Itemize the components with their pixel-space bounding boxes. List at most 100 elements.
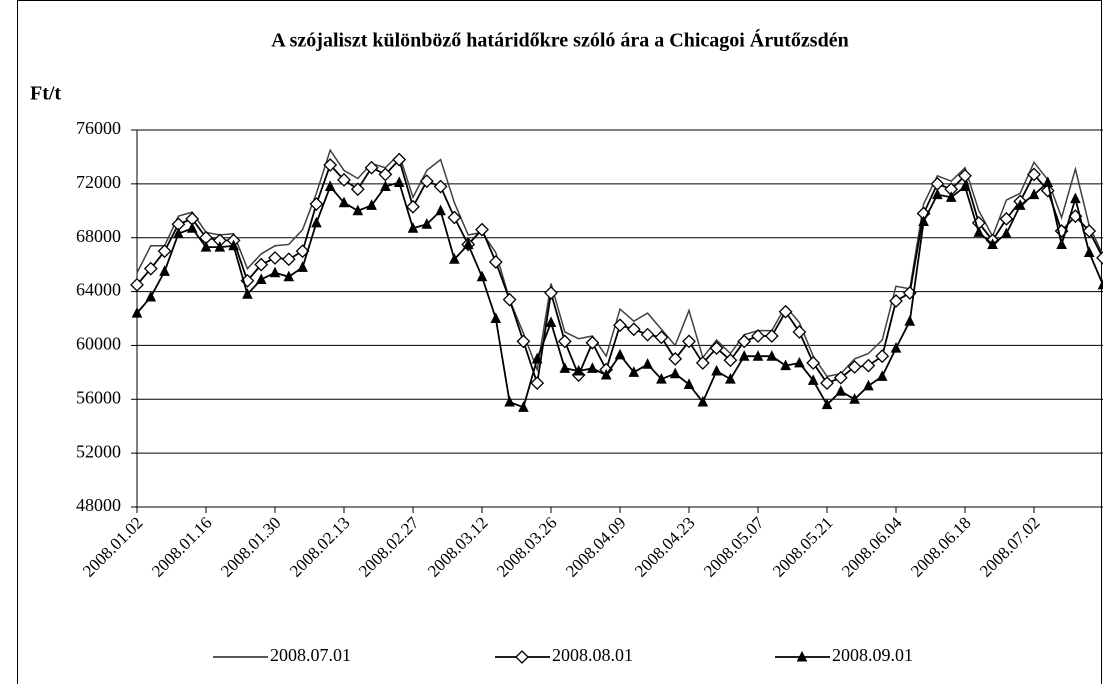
diamond-marker bbox=[1096, 250, 1103, 265]
triangle-marker bbox=[1042, 176, 1054, 188]
y-tick-label: 60000 bbox=[76, 334, 121, 354]
series-line bbox=[136, 148, 1103, 378]
triangle-marker bbox=[821, 398, 833, 410]
diamond-marker bbox=[281, 252, 296, 267]
triangle-marker bbox=[863, 379, 874, 391]
diamond-marker bbox=[723, 353, 738, 368]
triangle-marker bbox=[766, 350, 778, 361]
diamond-marker bbox=[709, 341, 724, 356]
triangle-marker bbox=[1070, 192, 1081, 204]
triangle-marker bbox=[1001, 227, 1012, 239]
triangle-marker bbox=[628, 366, 640, 377]
triangle-marker bbox=[407, 222, 419, 233]
y-tick-label: 64000 bbox=[76, 280, 121, 300]
triangle-marker bbox=[283, 270, 295, 282]
triangle-marker bbox=[476, 270, 488, 282]
triangle-marker bbox=[559, 362, 571, 373]
triangle-marker bbox=[904, 315, 916, 326]
diamond-marker bbox=[806, 356, 821, 370]
triangle-marker bbox=[242, 288, 253, 299]
triangle-marker bbox=[531, 352, 543, 364]
triangle-marker bbox=[490, 312, 502, 323]
diamond-marker bbox=[433, 179, 448, 194]
triangle-marker bbox=[683, 378, 695, 389]
triangle-marker bbox=[518, 401, 529, 412]
triangle-marker bbox=[214, 241, 226, 252]
legend-label: 2008.07.01 bbox=[270, 645, 351, 665]
diamond-marker bbox=[751, 329, 765, 343]
diamond-marker bbox=[530, 376, 545, 391]
triangle-marker bbox=[807, 374, 819, 385]
triangle-marker bbox=[752, 350, 764, 361]
triangle-marker bbox=[835, 385, 847, 396]
y-tick-label: 68000 bbox=[76, 226, 121, 246]
diamond-marker bbox=[585, 335, 600, 350]
diamond-marker bbox=[833, 370, 848, 385]
triangle-marker bbox=[324, 180, 336, 192]
diamond-marker bbox=[350, 182, 365, 197]
diamond-marker bbox=[557, 334, 572, 349]
diamond-marker bbox=[392, 152, 407, 167]
diamond-marker bbox=[337, 172, 351, 187]
triangle-marker bbox=[131, 306, 143, 318]
triangle-marker bbox=[973, 226, 985, 237]
triangle-marker bbox=[1028, 188, 1040, 200]
diamond-marker bbox=[502, 292, 517, 307]
diamond-marker bbox=[847, 360, 862, 374]
triangle-marker bbox=[587, 362, 598, 373]
triangle-marker bbox=[504, 395, 515, 407]
diamond-marker bbox=[737, 334, 752, 349]
triangle-marker bbox=[297, 261, 308, 272]
legend-label: 2008.09.01 bbox=[832, 645, 913, 665]
triangle-marker bbox=[642, 358, 653, 369]
diamond-marker bbox=[778, 304, 793, 319]
y-tick-label: 56000 bbox=[76, 387, 121, 407]
y-tick-label: 48000 bbox=[76, 495, 121, 515]
triangle-marker bbox=[890, 342, 902, 353]
diamond-marker bbox=[516, 334, 531, 349]
diamond-marker bbox=[695, 356, 710, 370]
diamond-marker bbox=[406, 199, 420, 214]
triangle-marker bbox=[186, 222, 198, 233]
triangle-marker bbox=[269, 266, 281, 278]
diamond-marker bbox=[875, 349, 890, 364]
legend-label: 2008.08.01 bbox=[552, 645, 633, 665]
diamond-marker bbox=[613, 318, 627, 333]
triangle-marker bbox=[656, 372, 667, 384]
triangle-marker bbox=[145, 290, 157, 302]
y-tick-label: 76000 bbox=[76, 118, 121, 138]
triangle-marker bbox=[173, 227, 184, 239]
diamond-marker bbox=[488, 255, 503, 269]
diamond-marker bbox=[889, 294, 903, 308]
diamond-marker bbox=[364, 160, 379, 175]
triangle-marker bbox=[987, 238, 998, 249]
y-tick-label: 52000 bbox=[76, 441, 121, 461]
triangle-marker bbox=[1056, 238, 1067, 249]
triangle-marker bbox=[932, 188, 943, 200]
legend-marker bbox=[796, 650, 808, 662]
triangle-marker bbox=[255, 273, 267, 284]
diamond-marker bbox=[157, 244, 172, 259]
diamond-marker bbox=[268, 250, 282, 265]
series bbox=[130, 152, 1103, 391]
triangle-marker bbox=[600, 368, 612, 380]
triangle-marker bbox=[393, 176, 405, 188]
triangle-marker bbox=[614, 348, 626, 360]
diamond-marker bbox=[861, 358, 876, 373]
chart-title: A szójaliszt különböző határidőkre szóló… bbox=[271, 29, 848, 52]
diamond-marker bbox=[640, 327, 655, 342]
triangle-marker bbox=[1097, 278, 1103, 290]
triangle-marker bbox=[1083, 246, 1095, 258]
triangle-marker bbox=[849, 393, 860, 404]
diamond-marker bbox=[143, 261, 158, 276]
triangle-marker bbox=[738, 350, 750, 361]
diamond-marker bbox=[999, 211, 1014, 226]
diamond-marker bbox=[419, 174, 434, 189]
triangle-marker bbox=[725, 372, 736, 384]
triangle-marker bbox=[573, 364, 584, 376]
triangle-marker bbox=[380, 180, 391, 192]
triangle-marker bbox=[959, 180, 971, 192]
triangle-marker bbox=[352, 204, 364, 216]
diamond-marker bbox=[323, 158, 338, 172]
